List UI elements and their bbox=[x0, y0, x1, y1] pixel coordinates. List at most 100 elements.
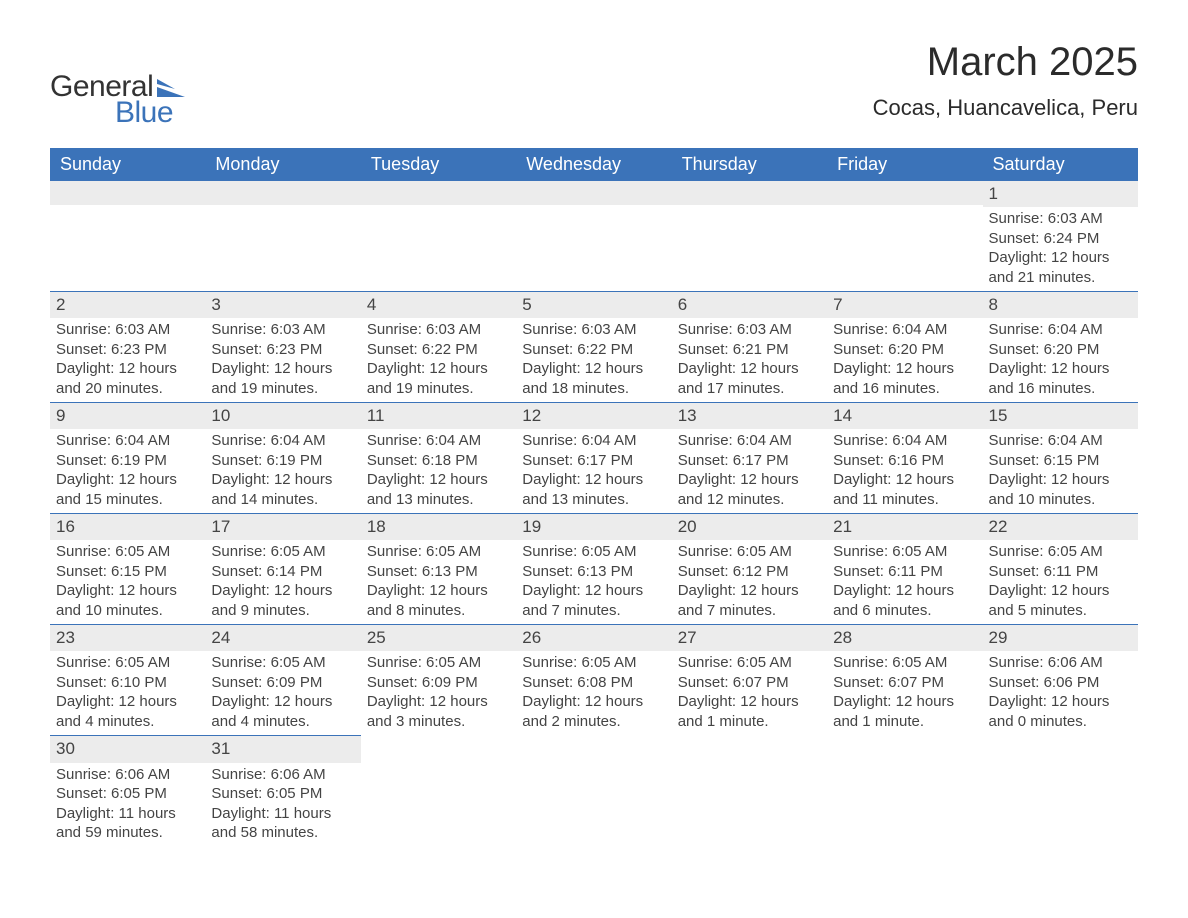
calendar-week-row: 9Sunrise: 6:04 AMSunset: 6:19 PMDaylight… bbox=[50, 402, 1138, 513]
day-details: Sunrise: 6:04 AMSunset: 6:17 PMDaylight:… bbox=[516, 429, 671, 513]
calendar-cell: 4Sunrise: 6:03 AMSunset: 6:22 PMDaylight… bbox=[361, 291, 516, 402]
empty-day-body bbox=[672, 205, 827, 281]
day-number: 16 bbox=[50, 513, 205, 540]
sunrise-text: Sunrise: 6:05 AM bbox=[833, 542, 976, 562]
weekday-header: Thursday bbox=[672, 148, 827, 181]
calendar-cell: 29Sunrise: 6:06 AMSunset: 6:06 PMDayligh… bbox=[983, 624, 1138, 735]
calendar-cell bbox=[672, 735, 827, 846]
calendar-cell: 21Sunrise: 6:05 AMSunset: 6:11 PMDayligh… bbox=[827, 513, 982, 624]
day-details: Sunrise: 6:04 AMSunset: 6:16 PMDaylight:… bbox=[827, 429, 982, 513]
daylight-text-1: Daylight: 12 hours bbox=[367, 581, 510, 601]
calendar-cell: 24Sunrise: 6:05 AMSunset: 6:09 PMDayligh… bbox=[205, 624, 360, 735]
day-details: Sunrise: 6:05 AMSunset: 6:09 PMDaylight:… bbox=[361, 651, 516, 735]
daylight-text-1: Daylight: 12 hours bbox=[678, 692, 821, 712]
sunset-text: Sunset: 6:05 PM bbox=[56, 784, 199, 804]
daylight-text-2: and 7 minutes. bbox=[522, 601, 665, 621]
daylight-text-2: and 10 minutes. bbox=[989, 490, 1132, 510]
daylight-text-2: and 20 minutes. bbox=[56, 379, 199, 399]
daylight-text-2: and 16 minutes. bbox=[989, 379, 1132, 399]
calendar-cell: 22Sunrise: 6:05 AMSunset: 6:11 PMDayligh… bbox=[983, 513, 1138, 624]
sunrise-text: Sunrise: 6:04 AM bbox=[522, 431, 665, 451]
sunset-text: Sunset: 6:17 PM bbox=[678, 451, 821, 471]
sunset-text: Sunset: 6:13 PM bbox=[522, 562, 665, 582]
daylight-text-1: Daylight: 12 hours bbox=[989, 581, 1132, 601]
calendar-cell: 16Sunrise: 6:05 AMSunset: 6:15 PMDayligh… bbox=[50, 513, 205, 624]
day-number: 17 bbox=[205, 513, 360, 540]
sunset-text: Sunset: 6:17 PM bbox=[522, 451, 665, 471]
sunset-text: Sunset: 6:22 PM bbox=[522, 340, 665, 360]
empty-day-body bbox=[205, 205, 360, 281]
day-number: 22 bbox=[983, 513, 1138, 540]
sunrise-text: Sunrise: 6:03 AM bbox=[989, 209, 1132, 229]
sunset-text: Sunset: 6:07 PM bbox=[678, 673, 821, 693]
daylight-text-1: Daylight: 11 hours bbox=[211, 804, 354, 824]
daylight-text-2: and 4 minutes. bbox=[56, 712, 199, 732]
daylight-text-1: Daylight: 12 hours bbox=[678, 470, 821, 490]
day-number: 2 bbox=[50, 291, 205, 318]
sunrise-text: Sunrise: 6:06 AM bbox=[56, 765, 199, 785]
day-number: 20 bbox=[672, 513, 827, 540]
empty-day-bar bbox=[516, 181, 671, 205]
day-details: Sunrise: 6:05 AMSunset: 6:10 PMDaylight:… bbox=[50, 651, 205, 735]
calendar-cell: 8Sunrise: 6:04 AMSunset: 6:20 PMDaylight… bbox=[983, 291, 1138, 402]
sunset-text: Sunset: 6:13 PM bbox=[367, 562, 510, 582]
day-details: Sunrise: 6:03 AMSunset: 6:21 PMDaylight:… bbox=[672, 318, 827, 402]
daylight-text-1: Daylight: 12 hours bbox=[678, 581, 821, 601]
calendar-cell bbox=[983, 735, 1138, 846]
daylight-text-2: and 11 minutes. bbox=[833, 490, 976, 510]
calendar-cell: 13Sunrise: 6:04 AMSunset: 6:17 PMDayligh… bbox=[672, 402, 827, 513]
daylight-text-1: Daylight: 12 hours bbox=[989, 248, 1132, 268]
sunset-text: Sunset: 6:16 PM bbox=[833, 451, 976, 471]
daylight-text-1: Daylight: 11 hours bbox=[56, 804, 199, 824]
daylight-text-2: and 1 minute. bbox=[678, 712, 821, 732]
day-number: 24 bbox=[205, 624, 360, 651]
sunrise-text: Sunrise: 6:06 AM bbox=[989, 653, 1132, 673]
day-details: Sunrise: 6:03 AMSunset: 6:22 PMDaylight:… bbox=[516, 318, 671, 402]
day-number: 12 bbox=[516, 402, 671, 429]
day-details: Sunrise: 6:05 AMSunset: 6:13 PMDaylight:… bbox=[361, 540, 516, 624]
sunrise-text: Sunrise: 6:05 AM bbox=[211, 542, 354, 562]
day-number: 9 bbox=[50, 402, 205, 429]
calendar-cell: 2Sunrise: 6:03 AMSunset: 6:23 PMDaylight… bbox=[50, 291, 205, 402]
day-number: 7 bbox=[827, 291, 982, 318]
daylight-text-2: and 16 minutes. bbox=[833, 379, 976, 399]
day-details: Sunrise: 6:05 AMSunset: 6:07 PMDaylight:… bbox=[672, 651, 827, 735]
day-details: Sunrise: 6:04 AMSunset: 6:20 PMDaylight:… bbox=[827, 318, 982, 402]
empty-day-body bbox=[361, 205, 516, 281]
daylight-text-2: and 5 minutes. bbox=[989, 601, 1132, 621]
calendar-cell: 27Sunrise: 6:05 AMSunset: 6:07 PMDayligh… bbox=[672, 624, 827, 735]
day-number: 3 bbox=[205, 291, 360, 318]
daylight-text-1: Daylight: 12 hours bbox=[522, 581, 665, 601]
calendar-cell: 9Sunrise: 6:04 AMSunset: 6:19 PMDaylight… bbox=[50, 402, 205, 513]
day-number: 23 bbox=[50, 624, 205, 651]
sunset-text: Sunset: 6:21 PM bbox=[678, 340, 821, 360]
day-details: Sunrise: 6:05 AMSunset: 6:14 PMDaylight:… bbox=[205, 540, 360, 624]
empty-day-bar bbox=[361, 181, 516, 205]
day-details: Sunrise: 6:04 AMSunset: 6:19 PMDaylight:… bbox=[205, 429, 360, 513]
weekday-header-row: Sunday Monday Tuesday Wednesday Thursday… bbox=[50, 148, 1138, 181]
daylight-text-2: and 13 minutes. bbox=[367, 490, 510, 510]
daylight-text-1: Daylight: 12 hours bbox=[56, 692, 199, 712]
sunset-text: Sunset: 6:09 PM bbox=[367, 673, 510, 693]
calendar-cell: 11Sunrise: 6:04 AMSunset: 6:18 PMDayligh… bbox=[361, 402, 516, 513]
day-details: Sunrise: 6:06 AMSunset: 6:05 PMDaylight:… bbox=[205, 763, 360, 847]
calendar-cell: 28Sunrise: 6:05 AMSunset: 6:07 PMDayligh… bbox=[827, 624, 982, 735]
day-number: 28 bbox=[827, 624, 982, 651]
sunset-text: Sunset: 6:11 PM bbox=[833, 562, 976, 582]
daylight-text-1: Daylight: 12 hours bbox=[211, 692, 354, 712]
sunset-text: Sunset: 6:06 PM bbox=[989, 673, 1132, 693]
daylight-text-1: Daylight: 12 hours bbox=[678, 359, 821, 379]
day-number: 30 bbox=[50, 735, 205, 762]
sunset-text: Sunset: 6:19 PM bbox=[56, 451, 199, 471]
day-number: 26 bbox=[516, 624, 671, 651]
day-number: 1 bbox=[983, 181, 1138, 207]
sunset-text: Sunset: 6:15 PM bbox=[56, 562, 199, 582]
daylight-text-1: Daylight: 12 hours bbox=[989, 359, 1132, 379]
daylight-text-2: and 18 minutes. bbox=[522, 379, 665, 399]
sunset-text: Sunset: 6:15 PM bbox=[989, 451, 1132, 471]
day-details: Sunrise: 6:04 AMSunset: 6:20 PMDaylight:… bbox=[983, 318, 1138, 402]
daylight-text-2: and 8 minutes. bbox=[367, 601, 510, 621]
calendar-cell bbox=[827, 181, 982, 291]
sunrise-text: Sunrise: 6:03 AM bbox=[522, 320, 665, 340]
daylight-text-2: and 4 minutes. bbox=[211, 712, 354, 732]
